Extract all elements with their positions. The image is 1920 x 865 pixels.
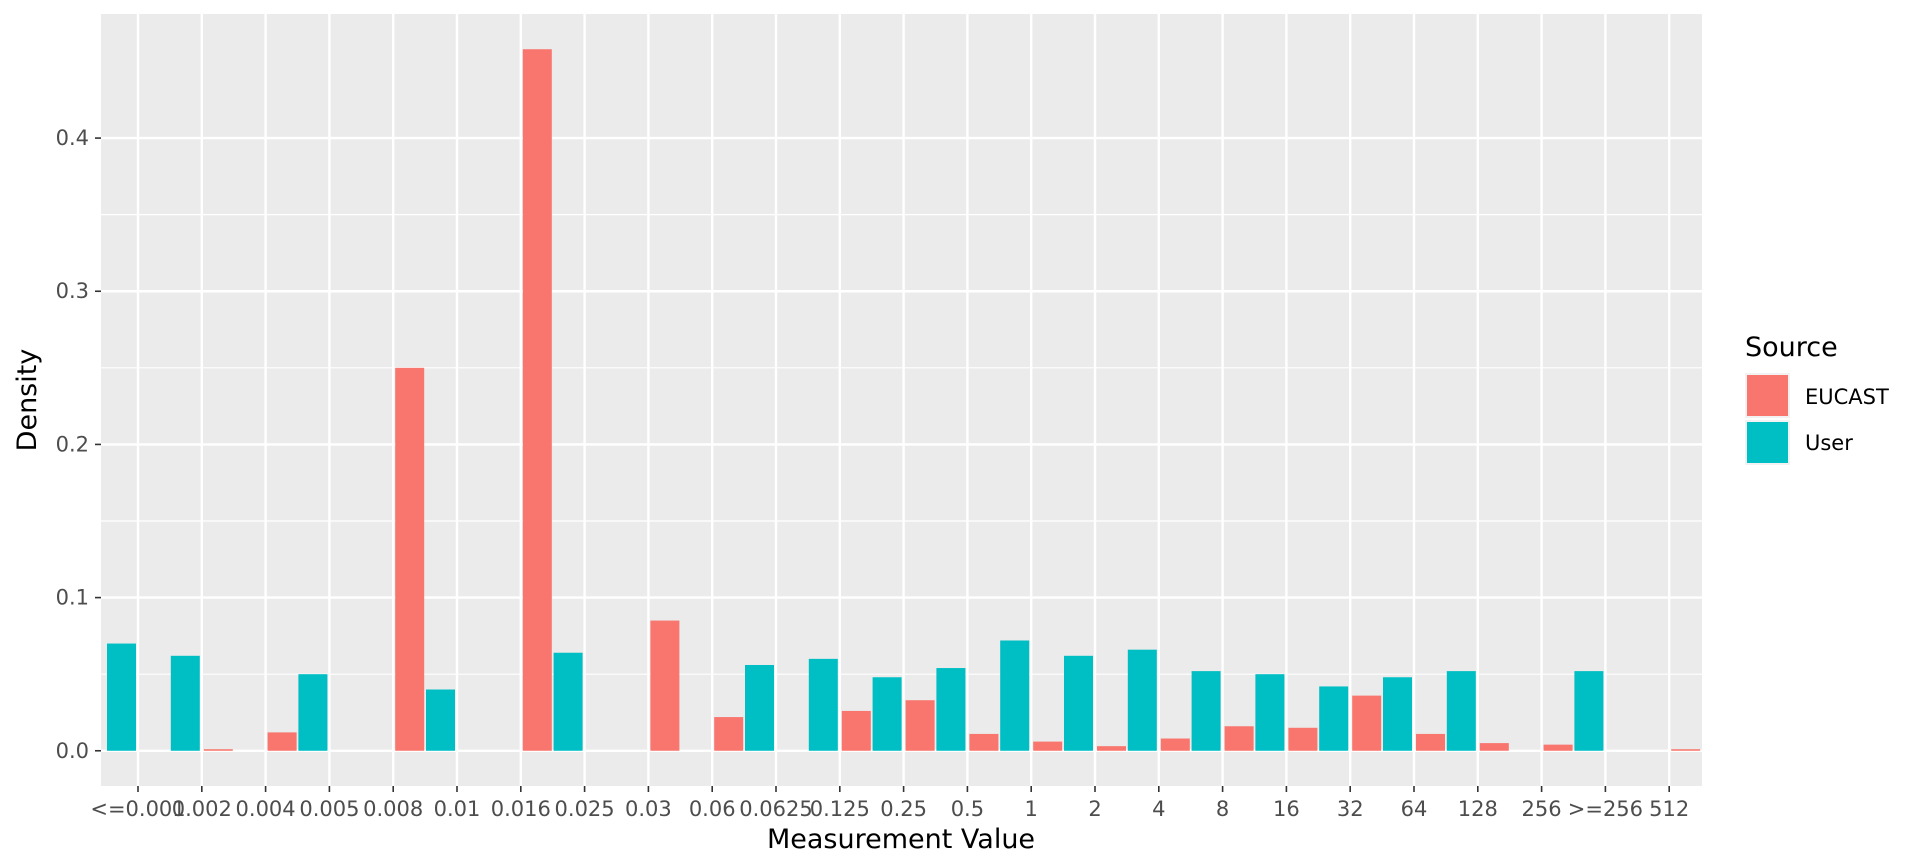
bar-eucast-7 xyxy=(522,49,552,751)
bar-user-4 xyxy=(298,674,328,751)
x-tick-label: 8 xyxy=(1216,797,1229,821)
bars xyxy=(107,49,1701,751)
x-tick-label: 1 xyxy=(1025,797,1038,821)
bar-user-24 xyxy=(1574,671,1604,751)
bar-user-20 xyxy=(1319,686,1349,751)
bar-user-11 xyxy=(745,664,774,751)
y-axis-title: Density xyxy=(12,349,43,452)
bar-user-15 xyxy=(1000,640,1030,751)
bar-eucast-10 xyxy=(714,717,744,751)
bar-user-22 xyxy=(1446,671,1476,751)
bar-user-14 xyxy=(936,668,966,751)
bar-user-16 xyxy=(1064,655,1093,751)
x-tick-label: 2 xyxy=(1088,797,1101,821)
bar-eucast-18 xyxy=(1224,726,1254,751)
bar-eucast-16 xyxy=(1097,746,1126,751)
bar-eucast-12 xyxy=(841,710,871,751)
legend-swatch-eucast xyxy=(1747,375,1788,416)
x-tick-label: 32 xyxy=(1337,797,1364,821)
x-tick-label: 0.25 xyxy=(880,797,927,821)
legend-label-user: User xyxy=(1805,431,1853,455)
bar-eucast-3 xyxy=(267,732,297,751)
bar-eucast-25 xyxy=(1671,749,1701,751)
y-tick-label: 0.4 xyxy=(56,126,89,150)
bar-eucast-15 xyxy=(1033,741,1063,751)
x-tick-label: 16 xyxy=(1273,797,1300,821)
bar-eucast-14 xyxy=(969,733,999,751)
x-tick-label: 0.025 xyxy=(555,797,615,821)
x-tick-label: <=0.001 xyxy=(90,797,185,821)
legend-swatch-user xyxy=(1747,422,1788,463)
y-tick-label: 0.0 xyxy=(56,739,89,763)
x-tick-label: 0.01 xyxy=(434,797,481,821)
bar-eucast-20 xyxy=(1352,695,1382,751)
x-tick-label: 256 xyxy=(1522,797,1562,821)
x-tick-label: 0.002 xyxy=(172,797,232,821)
y-tick-label: 0.3 xyxy=(56,279,89,303)
grid-minor xyxy=(101,214,1702,675)
x-axis-title: Measurement Value xyxy=(767,824,1035,855)
x-tick-label: 0.008 xyxy=(363,797,423,821)
x-tick-label: 0.016 xyxy=(491,797,551,821)
x-tick-label: >=256 xyxy=(1568,797,1643,821)
bar-eucast-13 xyxy=(905,700,935,751)
x-tick-label: 512 xyxy=(1649,797,1689,821)
bar-eucast-23 xyxy=(1543,744,1573,751)
legend-title: Source xyxy=(1745,332,1838,363)
plot-panel xyxy=(101,14,1702,786)
x-tick-label: 0.06 xyxy=(689,797,736,821)
bar-eucast-19 xyxy=(1288,727,1318,751)
x-tick-label: 0.03 xyxy=(625,797,672,821)
y-tick-label: 0.1 xyxy=(56,586,89,610)
y-axis: 0.0 0.1 0.2 0.3 0.4 xyxy=(56,126,101,763)
bar-user-13 xyxy=(872,677,902,751)
bar-user-17 xyxy=(1127,649,1157,751)
bar-user-21 xyxy=(1383,677,1412,751)
x-tick-label: 0.125 xyxy=(810,797,870,821)
x-tick-label: 4 xyxy=(1152,797,1165,821)
y-tick-label: 0.2 xyxy=(56,432,89,456)
x-tick-label: 0.004 xyxy=(236,797,296,821)
bar-eucast-21 xyxy=(1416,733,1445,751)
bar-eucast-22 xyxy=(1479,743,1509,751)
bar-eucast-2 xyxy=(203,749,233,751)
x-tick-label: 0.0625 xyxy=(739,797,812,821)
bar-user-19 xyxy=(1255,674,1285,751)
bar-eucast-17 xyxy=(1160,738,1190,751)
x-tick-label: 128 xyxy=(1458,797,1498,821)
grid-major xyxy=(101,14,1702,786)
bar-eucast-5 xyxy=(395,367,425,751)
bar-user-18 xyxy=(1191,671,1221,751)
x-tick-label: 0.5 xyxy=(951,797,984,821)
legend: Source EUCAST User xyxy=(1745,332,1889,465)
bar-eucast-9 xyxy=(650,620,680,751)
x-tick-label: 0.005 xyxy=(299,797,359,821)
bar-user-8 xyxy=(553,652,583,751)
bar-user-2 xyxy=(170,655,200,751)
bar-user-12 xyxy=(808,658,838,751)
bar-user-1 xyxy=(107,643,136,751)
legend-label-eucast: EUCAST xyxy=(1805,385,1889,409)
bar-user-6 xyxy=(426,689,455,751)
x-tick-label: 64 xyxy=(1401,797,1428,821)
